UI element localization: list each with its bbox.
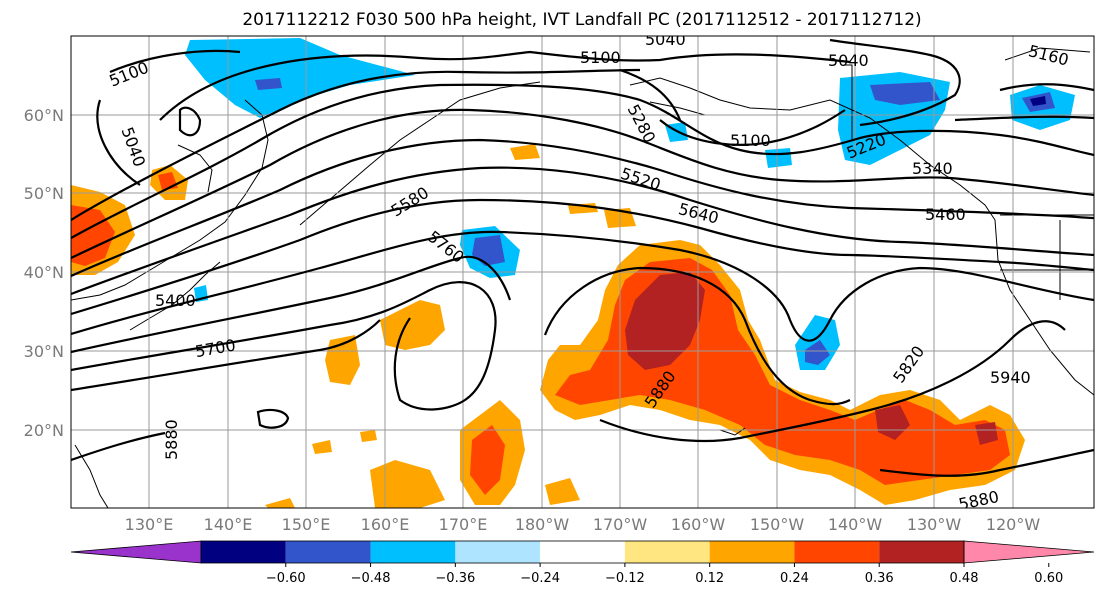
contour-labels: 5100 5040 5100 5040 5040 5160 5280 5100 … (106, 30, 1070, 514)
colorbar-extend-high (963, 540, 1095, 564)
colorbar-extend-low (70, 540, 202, 564)
latitude-label: 30°N (24, 342, 64, 361)
longitude-label: 120°W (986, 515, 1041, 534)
colorbar-segment (201, 541, 286, 563)
contour-label: 5100 (580, 48, 621, 67)
longitude-label: 140°E (204, 515, 253, 534)
contour-label: 5880 (957, 487, 1001, 514)
colorbar-tick-label: −0.24 (520, 571, 560, 586)
contour-label: 5040 (645, 30, 686, 49)
longitude-label: 150°E (282, 515, 331, 534)
longitude-label: 160°W (671, 515, 726, 534)
ivt-positive-shading (71, 144, 1025, 508)
longitude-label: 170°E (439, 515, 488, 534)
colorbar-segment (709, 541, 795, 563)
longitude-label: 140°W (828, 515, 883, 534)
colorbar-segment (455, 541, 541, 563)
longitude-label: 170°W (593, 515, 648, 534)
latitude-label: 50°N (24, 184, 64, 203)
longitude-label: 130°E (125, 515, 174, 534)
map-panel: 5100 5040 5100 5040 5040 5160 5280 5100 … (71, 30, 1094, 514)
colorbar-tick-label: 0.48 (950, 571, 979, 586)
colorbar-tick-label: −0.48 (351, 571, 391, 586)
colorbar-segment (370, 541, 456, 563)
colorbar-tick-label: 0.12 (695, 571, 724, 586)
colorbar-tick-label: −0.12 (605, 571, 645, 586)
contour-label: 5040 (828, 51, 869, 70)
colorbar-outline (200, 540, 965, 564)
colorbar-tick-label: −0.36 (435, 571, 475, 586)
figure-title: 2017112212 F030 500 hPa height, IVT Land… (242, 10, 921, 30)
contour-label: 5460 (925, 205, 966, 224)
contour-label: 5100 (730, 131, 771, 150)
colorbar-segment (624, 541, 710, 563)
colorbar-segment (285, 541, 371, 563)
longitude-label: 150°W (750, 515, 805, 534)
contour-label: 5940 (990, 368, 1031, 387)
contour-label: 5880 (162, 419, 181, 460)
colorbar-tick-label: 0.24 (780, 571, 809, 586)
latitude-label: 40°N (24, 263, 64, 282)
colorbar-segment (879, 541, 964, 563)
colorbar-tick-label: 0.36 (865, 571, 894, 586)
contour-label: 5340 (912, 159, 953, 178)
latitude-label: 60°N (24, 106, 64, 125)
contour-label: 5400 (155, 291, 196, 310)
gridlines (71, 36, 1094, 508)
longitude-label: 180°W (515, 515, 570, 534)
coastlines (71, 47, 1094, 508)
longitude-label: 130°W (907, 515, 962, 534)
height-contours (71, 38, 1094, 477)
colorbar-tick-label: 0.60 (1034, 571, 1063, 586)
longitude-label: 160°E (361, 515, 410, 534)
colorbar-segment (540, 541, 625, 563)
colorbar-tick-label: −0.60 (266, 571, 306, 586)
latitude-labels: 60°N 50°N 40°N 30°N 20°N (24, 106, 64, 440)
colorbar: −0.60 −0.48 −0.36 −0.24 −0.12 0.12 0.24 0.36 0.4… (70, 540, 1095, 586)
colorbar-segment (794, 541, 880, 563)
latitude-label: 20°N (24, 421, 64, 440)
map-frame (70, 35, 1095, 509)
longitude-labels: 130°E 140°E 150°E 160°E 170°E 180°W 170°W 160°W… (125, 515, 1041, 534)
